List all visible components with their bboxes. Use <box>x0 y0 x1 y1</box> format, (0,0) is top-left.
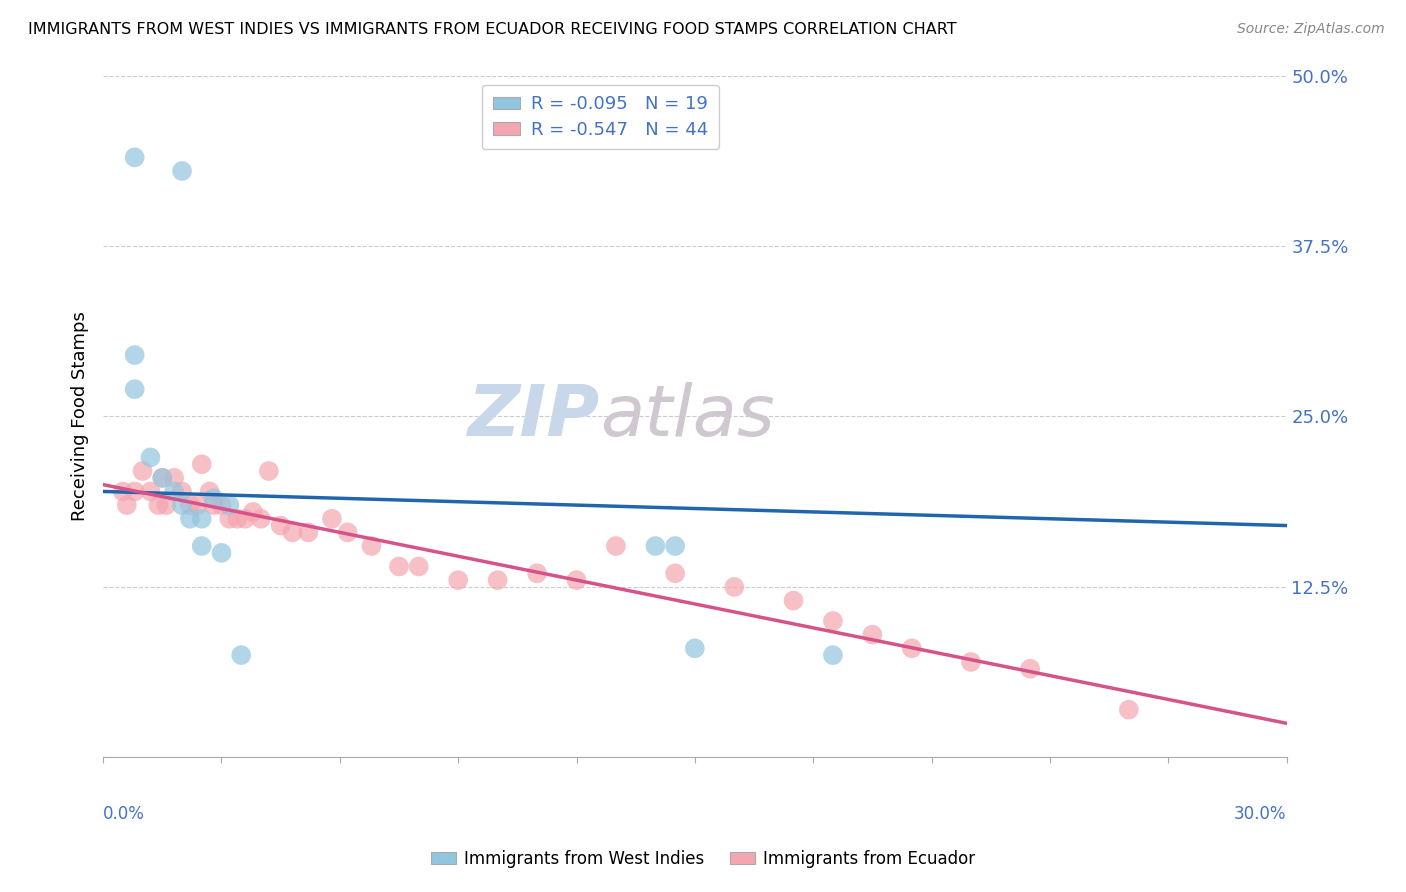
Point <box>124 484 146 499</box>
Point <box>860 628 883 642</box>
Text: IMMIGRANTS FROM WEST INDIES VS IMMIGRANTS FROM ECUADOR RECEIVING FOOD STAMPS COR: IMMIGRANTS FROM WEST INDIES VS IMMIGRANT… <box>28 22 956 37</box>
Point <box>257 464 280 478</box>
Point <box>683 641 706 656</box>
Text: 30.0%: 30.0% <box>1234 805 1286 823</box>
Point <box>170 164 193 178</box>
Point <box>565 573 588 587</box>
Point <box>179 498 201 512</box>
Point <box>321 512 343 526</box>
Point <box>211 498 233 512</box>
Point <box>782 593 804 607</box>
Text: 0.0%: 0.0% <box>103 805 145 823</box>
Point <box>281 525 304 540</box>
Point <box>150 471 173 485</box>
Point <box>190 457 212 471</box>
Point <box>1118 703 1140 717</box>
Y-axis label: Receiving Food Stamps: Receiving Food Stamps <box>72 311 89 522</box>
Point <box>233 512 256 526</box>
Point <box>124 150 146 164</box>
Point <box>170 498 193 512</box>
Point <box>150 471 173 485</box>
Point <box>605 539 627 553</box>
Point <box>447 573 470 587</box>
Point <box>190 512 212 526</box>
Point <box>901 641 924 656</box>
Point <box>644 539 666 553</box>
Point <box>388 559 411 574</box>
Point <box>163 471 186 485</box>
Point <box>170 484 193 499</box>
Point <box>270 518 292 533</box>
Point <box>139 450 162 465</box>
Point <box>360 539 382 553</box>
Point <box>242 505 264 519</box>
Point <box>111 484 134 499</box>
Point <box>486 573 509 587</box>
Point <box>218 498 240 512</box>
Text: Source: ZipAtlas.com: Source: ZipAtlas.com <box>1237 22 1385 37</box>
Legend: R = -0.095   N = 19, R = -0.547   N = 44: R = -0.095 N = 19, R = -0.547 N = 44 <box>482 85 718 150</box>
Point <box>821 648 844 662</box>
Point <box>211 546 233 560</box>
Point <box>163 484 186 499</box>
Point <box>202 491 225 506</box>
Point <box>155 498 177 512</box>
Point <box>187 498 209 512</box>
Point <box>1019 662 1042 676</box>
Point <box>198 484 221 499</box>
Point <box>190 539 212 553</box>
Point <box>960 655 983 669</box>
Point <box>115 498 138 512</box>
Point <box>124 348 146 362</box>
Point <box>526 566 548 581</box>
Point <box>231 648 253 662</box>
Point <box>664 566 686 581</box>
Point <box>723 580 745 594</box>
Point <box>124 382 146 396</box>
Text: ZIP: ZIP <box>468 382 600 451</box>
Point <box>202 498 225 512</box>
Point <box>250 512 273 526</box>
Point <box>336 525 359 540</box>
Point <box>218 512 240 526</box>
Legend: Immigrants from West Indies, Immigrants from Ecuador: Immigrants from West Indies, Immigrants … <box>425 844 981 875</box>
Point <box>131 464 153 478</box>
Point <box>148 498 170 512</box>
Point <box>408 559 430 574</box>
Point <box>139 484 162 499</box>
Point <box>664 539 686 553</box>
Text: atlas: atlas <box>600 382 775 451</box>
Point <box>821 614 844 628</box>
Point <box>226 512 249 526</box>
Point <box>297 525 319 540</box>
Point <box>179 512 201 526</box>
